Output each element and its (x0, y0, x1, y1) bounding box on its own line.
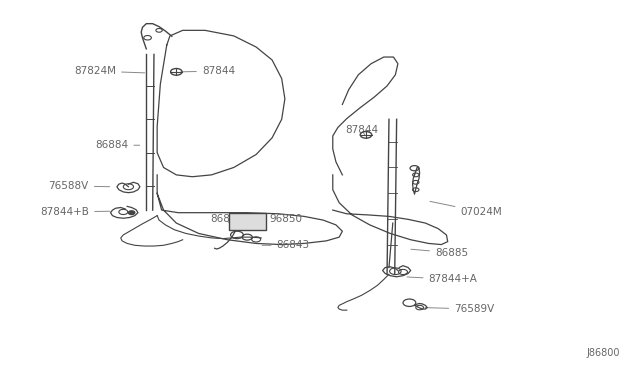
Text: 87844: 87844 (346, 125, 379, 135)
Text: 07024M: 07024M (430, 201, 502, 217)
Text: 87824M: 87824M (74, 66, 145, 76)
Text: 87844: 87844 (181, 66, 235, 76)
Bar (229, 213, 266, 231)
Text: 96850: 96850 (262, 214, 302, 224)
Text: 76589V: 76589V (425, 304, 494, 314)
Text: 87844+A: 87844+A (407, 275, 477, 284)
Circle shape (129, 211, 135, 215)
Text: 86884: 86884 (95, 140, 140, 150)
Text: 86842: 86842 (210, 214, 243, 224)
Text: J86800: J86800 (587, 348, 620, 358)
Text: 87844+B: 87844+B (40, 207, 109, 217)
Text: 76588V: 76588V (49, 181, 109, 191)
Text: 86885: 86885 (411, 248, 468, 258)
Text: 86843: 86843 (262, 240, 310, 250)
